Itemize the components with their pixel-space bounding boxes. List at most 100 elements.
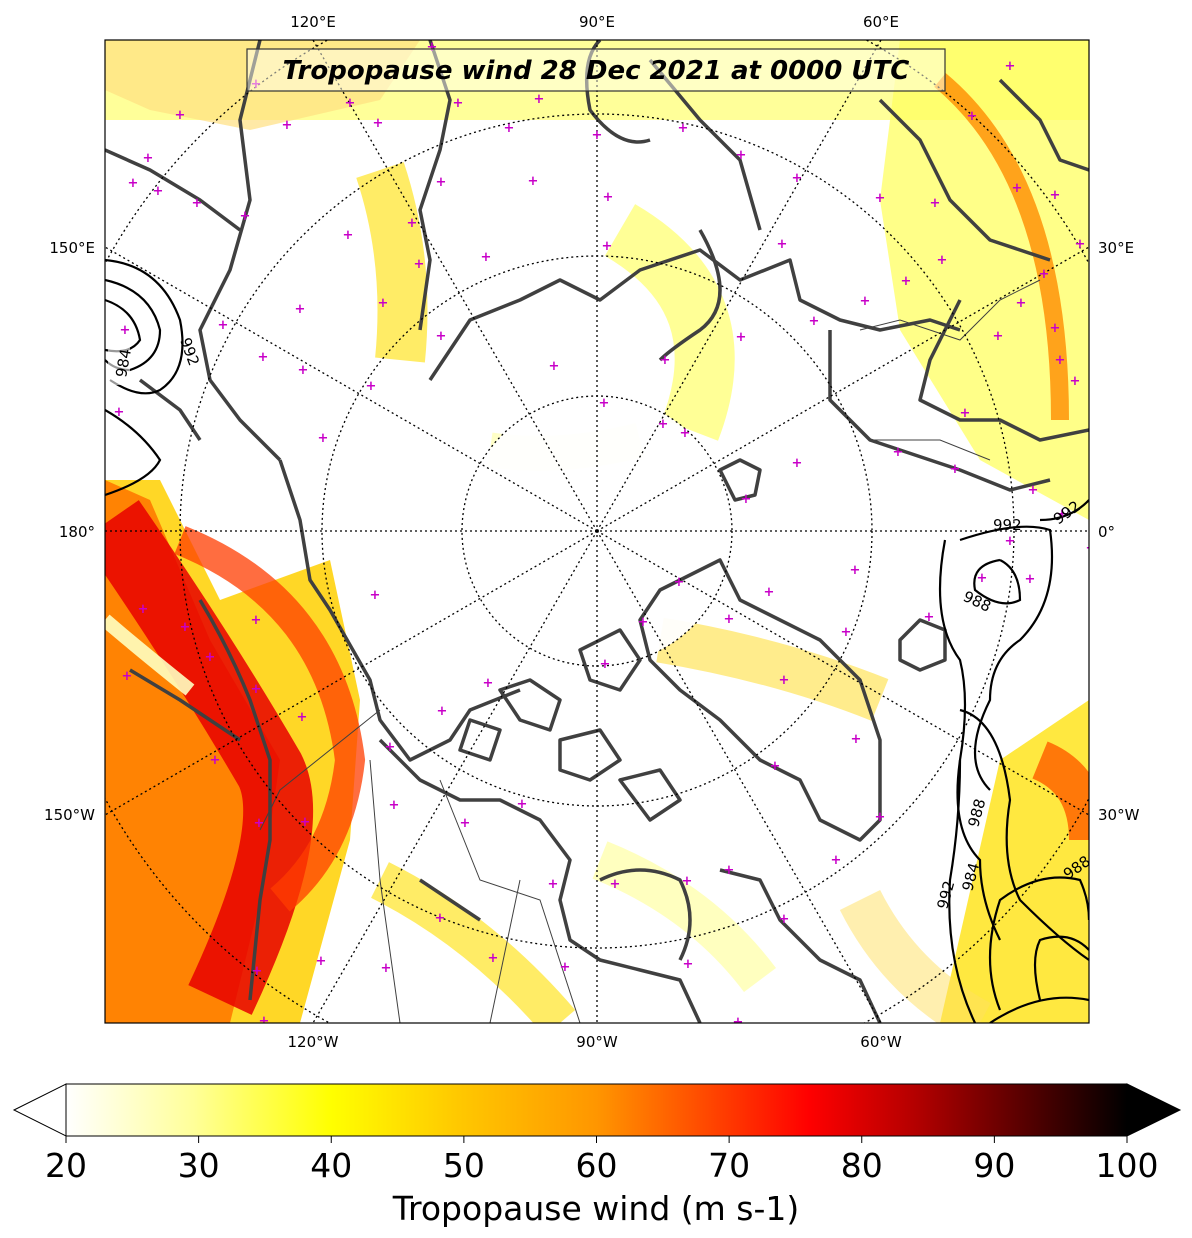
station-marker: + bbox=[534, 92, 545, 107]
station-marker: + bbox=[460, 816, 471, 831]
station-marker: + bbox=[930, 196, 941, 211]
colorbar-extend-max bbox=[1126, 1083, 1182, 1137]
station-marker: + bbox=[192, 196, 203, 211]
station-marker: + bbox=[1025, 572, 1036, 587]
station-marker: + bbox=[779, 912, 790, 927]
station-marker: + bbox=[736, 148, 747, 163]
longitude-labels: 120°E 90°E 60°E 120°W 90°W 60°W 150°E 18… bbox=[44, 13, 1140, 1051]
lon-label-bottom: 120°W bbox=[288, 1033, 339, 1051]
station-marker: + bbox=[967, 109, 978, 124]
station-marker: + bbox=[122, 669, 133, 684]
station-marker: + bbox=[600, 657, 611, 672]
lon-label-left: 150°W bbox=[44, 806, 95, 824]
station-marker: + bbox=[638, 615, 649, 630]
station-marker: + bbox=[180, 620, 191, 635]
station-marker: + bbox=[602, 239, 613, 254]
station-marker: + bbox=[138, 602, 149, 617]
station-marker: + bbox=[381, 961, 392, 976]
station-marker: + bbox=[724, 612, 735, 627]
station-marker: + bbox=[682, 874, 693, 889]
station-marker: + bbox=[436, 329, 447, 344]
station-marker: + bbox=[1005, 534, 1016, 549]
lon-label-top: 60°E bbox=[863, 13, 899, 31]
station-marker: + bbox=[481, 250, 492, 265]
colorbar-tick-label: 80 bbox=[841, 1146, 883, 1185]
station-marker: + bbox=[258, 350, 269, 365]
station-marker: + bbox=[240, 209, 251, 224]
lon-label-left: 150°E bbox=[49, 239, 95, 257]
station-marker: + bbox=[128, 176, 139, 191]
station-marker: + bbox=[436, 175, 447, 190]
station-marker: + bbox=[175, 108, 186, 123]
colorbar-tick-label: 50 bbox=[443, 1146, 485, 1185]
station-marker: + bbox=[370, 588, 381, 603]
station-marker: + bbox=[741, 492, 752, 507]
station-marker: + bbox=[343, 228, 354, 243]
station-marker: + bbox=[777, 237, 788, 252]
station-marker: + bbox=[724, 863, 735, 878]
pressure-contours bbox=[105, 258, 1089, 1023]
station-marker: + bbox=[977, 571, 988, 586]
station-marker: + bbox=[210, 753, 221, 768]
map-frame bbox=[104, 39, 1090, 1024]
station-marker: + bbox=[850, 563, 861, 578]
station-marker: + bbox=[950, 462, 961, 477]
colorbar-tick-label: 60 bbox=[576, 1146, 618, 1185]
station-marker: + bbox=[318, 431, 329, 446]
lon-label-right: 0° bbox=[1098, 523, 1115, 541]
station-marker: + bbox=[437, 704, 448, 719]
station-marker: + bbox=[792, 171, 803, 186]
station-marker: + bbox=[1016, 296, 1027, 311]
station-marker: + bbox=[1050, 188, 1061, 203]
station-marker: + bbox=[373, 116, 384, 131]
station-marker: + bbox=[733, 1015, 744, 1030]
colorbar-ramp bbox=[65, 1083, 1128, 1137]
station-marker: + bbox=[205, 650, 216, 665]
station-marker: + bbox=[736, 330, 747, 345]
lon-label-bottom: 60°W bbox=[860, 1033, 902, 1051]
borders bbox=[259, 279, 1041, 1023]
lon-label-top: 120°E bbox=[290, 13, 336, 31]
station-marker: + bbox=[851, 732, 862, 747]
lon-label-top: 90°E bbox=[579, 13, 615, 31]
station-marker: + bbox=[114, 405, 125, 420]
station-marker: + bbox=[254, 816, 265, 831]
contour-labels: 984 992 992 992 988 988 984 992 988 bbox=[108, 335, 1094, 911]
station-marker: + bbox=[1075, 237, 1086, 252]
coastlines bbox=[105, 40, 1089, 1023]
station-marker: + bbox=[298, 363, 309, 378]
station-marker: + bbox=[792, 456, 803, 471]
station-marker: + bbox=[120, 323, 131, 338]
station-marker: + bbox=[1086, 541, 1097, 556]
station-marker: + bbox=[1055, 353, 1066, 368]
station-marker: + bbox=[1057, 507, 1068, 522]
station-marker: + bbox=[960, 406, 971, 421]
station-marker: + bbox=[389, 798, 400, 813]
station-marker: + bbox=[1050, 321, 1061, 336]
station-marker: + bbox=[592, 128, 603, 143]
station-marker: + bbox=[153, 184, 164, 199]
station-marker: + bbox=[378, 296, 389, 311]
station-marker: + bbox=[1012, 181, 1023, 196]
graticule bbox=[105, 40, 1089, 1023]
station-marker: + bbox=[893, 445, 904, 460]
station-marker: + bbox=[875, 810, 886, 825]
station-marker: + bbox=[599, 396, 610, 411]
title-box: Tropopause wind 28 Dec 2021 at 0000 UTC bbox=[246, 48, 946, 92]
station-marker: + bbox=[841, 625, 852, 640]
station-marker: + bbox=[366, 379, 377, 394]
station-marker: + bbox=[610, 877, 621, 892]
station-marker: + bbox=[385, 740, 396, 755]
station-marker: + bbox=[414, 257, 425, 272]
lon-label-right: 30°E bbox=[1098, 239, 1134, 257]
map-panel: + + + + + + + + + + + + + + + + + + + + + + + + + + + + + + + + + + + + + + + +… bbox=[105, 40, 1097, 1030]
station-marker: + bbox=[300, 815, 311, 830]
station-marker: + bbox=[407, 216, 418, 231]
station-marker: + bbox=[548, 877, 559, 892]
station-marker: + bbox=[259, 1014, 270, 1029]
station-marker: + bbox=[901, 274, 912, 289]
colorbar-tick-label: 70 bbox=[708, 1146, 750, 1185]
station-marker: + bbox=[251, 613, 262, 628]
station-marker: + bbox=[678, 121, 689, 136]
station-marker: + bbox=[1070, 374, 1081, 389]
